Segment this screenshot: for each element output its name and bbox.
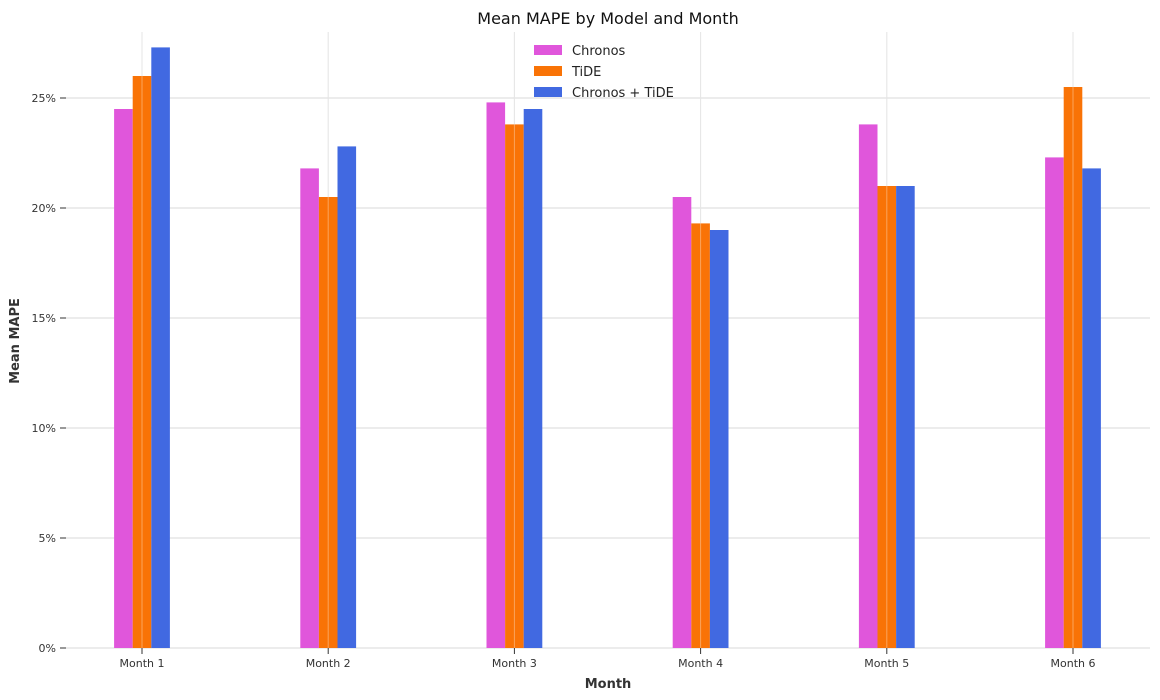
legend-label: TiDE [571, 65, 601, 80]
x-tick-label: Month 6 [1051, 657, 1096, 670]
y-tick-label: 5% [39, 532, 56, 545]
x-tick-label: Month 4 [678, 657, 723, 670]
bar-chronos-tide-2 [337, 146, 357, 648]
bar-tide-3 [505, 124, 524, 648]
bar-chronos-2 [300, 168, 319, 648]
y-tick-label: 25% [32, 92, 56, 105]
legend-swatch [534, 87, 562, 97]
bar-tide-6 [1063, 87, 1083, 648]
legend-swatch [534, 66, 562, 76]
x-tick-label: Month 5 [864, 657, 909, 670]
bar-chronos-5 [858, 124, 878, 648]
legend-label: Chronos + TiDE [572, 86, 674, 101]
legend-label: Chronos [572, 44, 626, 59]
bar-chronos-tide-4 [709, 230, 729, 648]
bar-chronos-6 [1045, 157, 1064, 648]
bar-tide-5 [877, 186, 897, 648]
bar-chronos-3 [486, 102, 506, 648]
y-tick-label: 20% [32, 202, 56, 215]
chart-title: Mean MAPE by Model and Month [477, 9, 738, 28]
bar-chronos-tide-1 [151, 47, 170, 648]
legend: Chronos TiDE Chronos + TiDE [534, 44, 674, 101]
bars-layer [114, 32, 1101, 648]
bar-tide-4 [691, 223, 710, 648]
x-tick-label: Month 1 [120, 657, 165, 670]
x-axis-label: Month [585, 677, 632, 692]
x-tick-label: Month 2 [306, 657, 351, 670]
x-tick-label: Month 3 [492, 657, 537, 670]
bar-tide-2 [318, 197, 338, 648]
bar-chronos-tide-3 [523, 109, 543, 648]
y-axis: 0% 5% 10% 15% 20% 25% [32, 92, 66, 655]
y-tick-label: 10% [32, 422, 56, 435]
bar-chronos-4 [672, 197, 692, 648]
y-tick-label: 0% [39, 642, 56, 655]
bar-chronos-tide-6 [1082, 168, 1101, 648]
legend-swatch [534, 45, 562, 55]
bar-tide-1 [132, 76, 152, 648]
bar-chronos-1 [114, 109, 133, 648]
x-axis: Month 1 Month 2 Month 3 Month 4 Month 5 Month… [120, 648, 1096, 670]
grid-layer [66, 32, 1150, 649]
bar-chronos-tide-5 [896, 186, 915, 648]
y-axis-label: Mean MAPE [8, 298, 23, 384]
y-tick-label: 15% [32, 312, 56, 325]
